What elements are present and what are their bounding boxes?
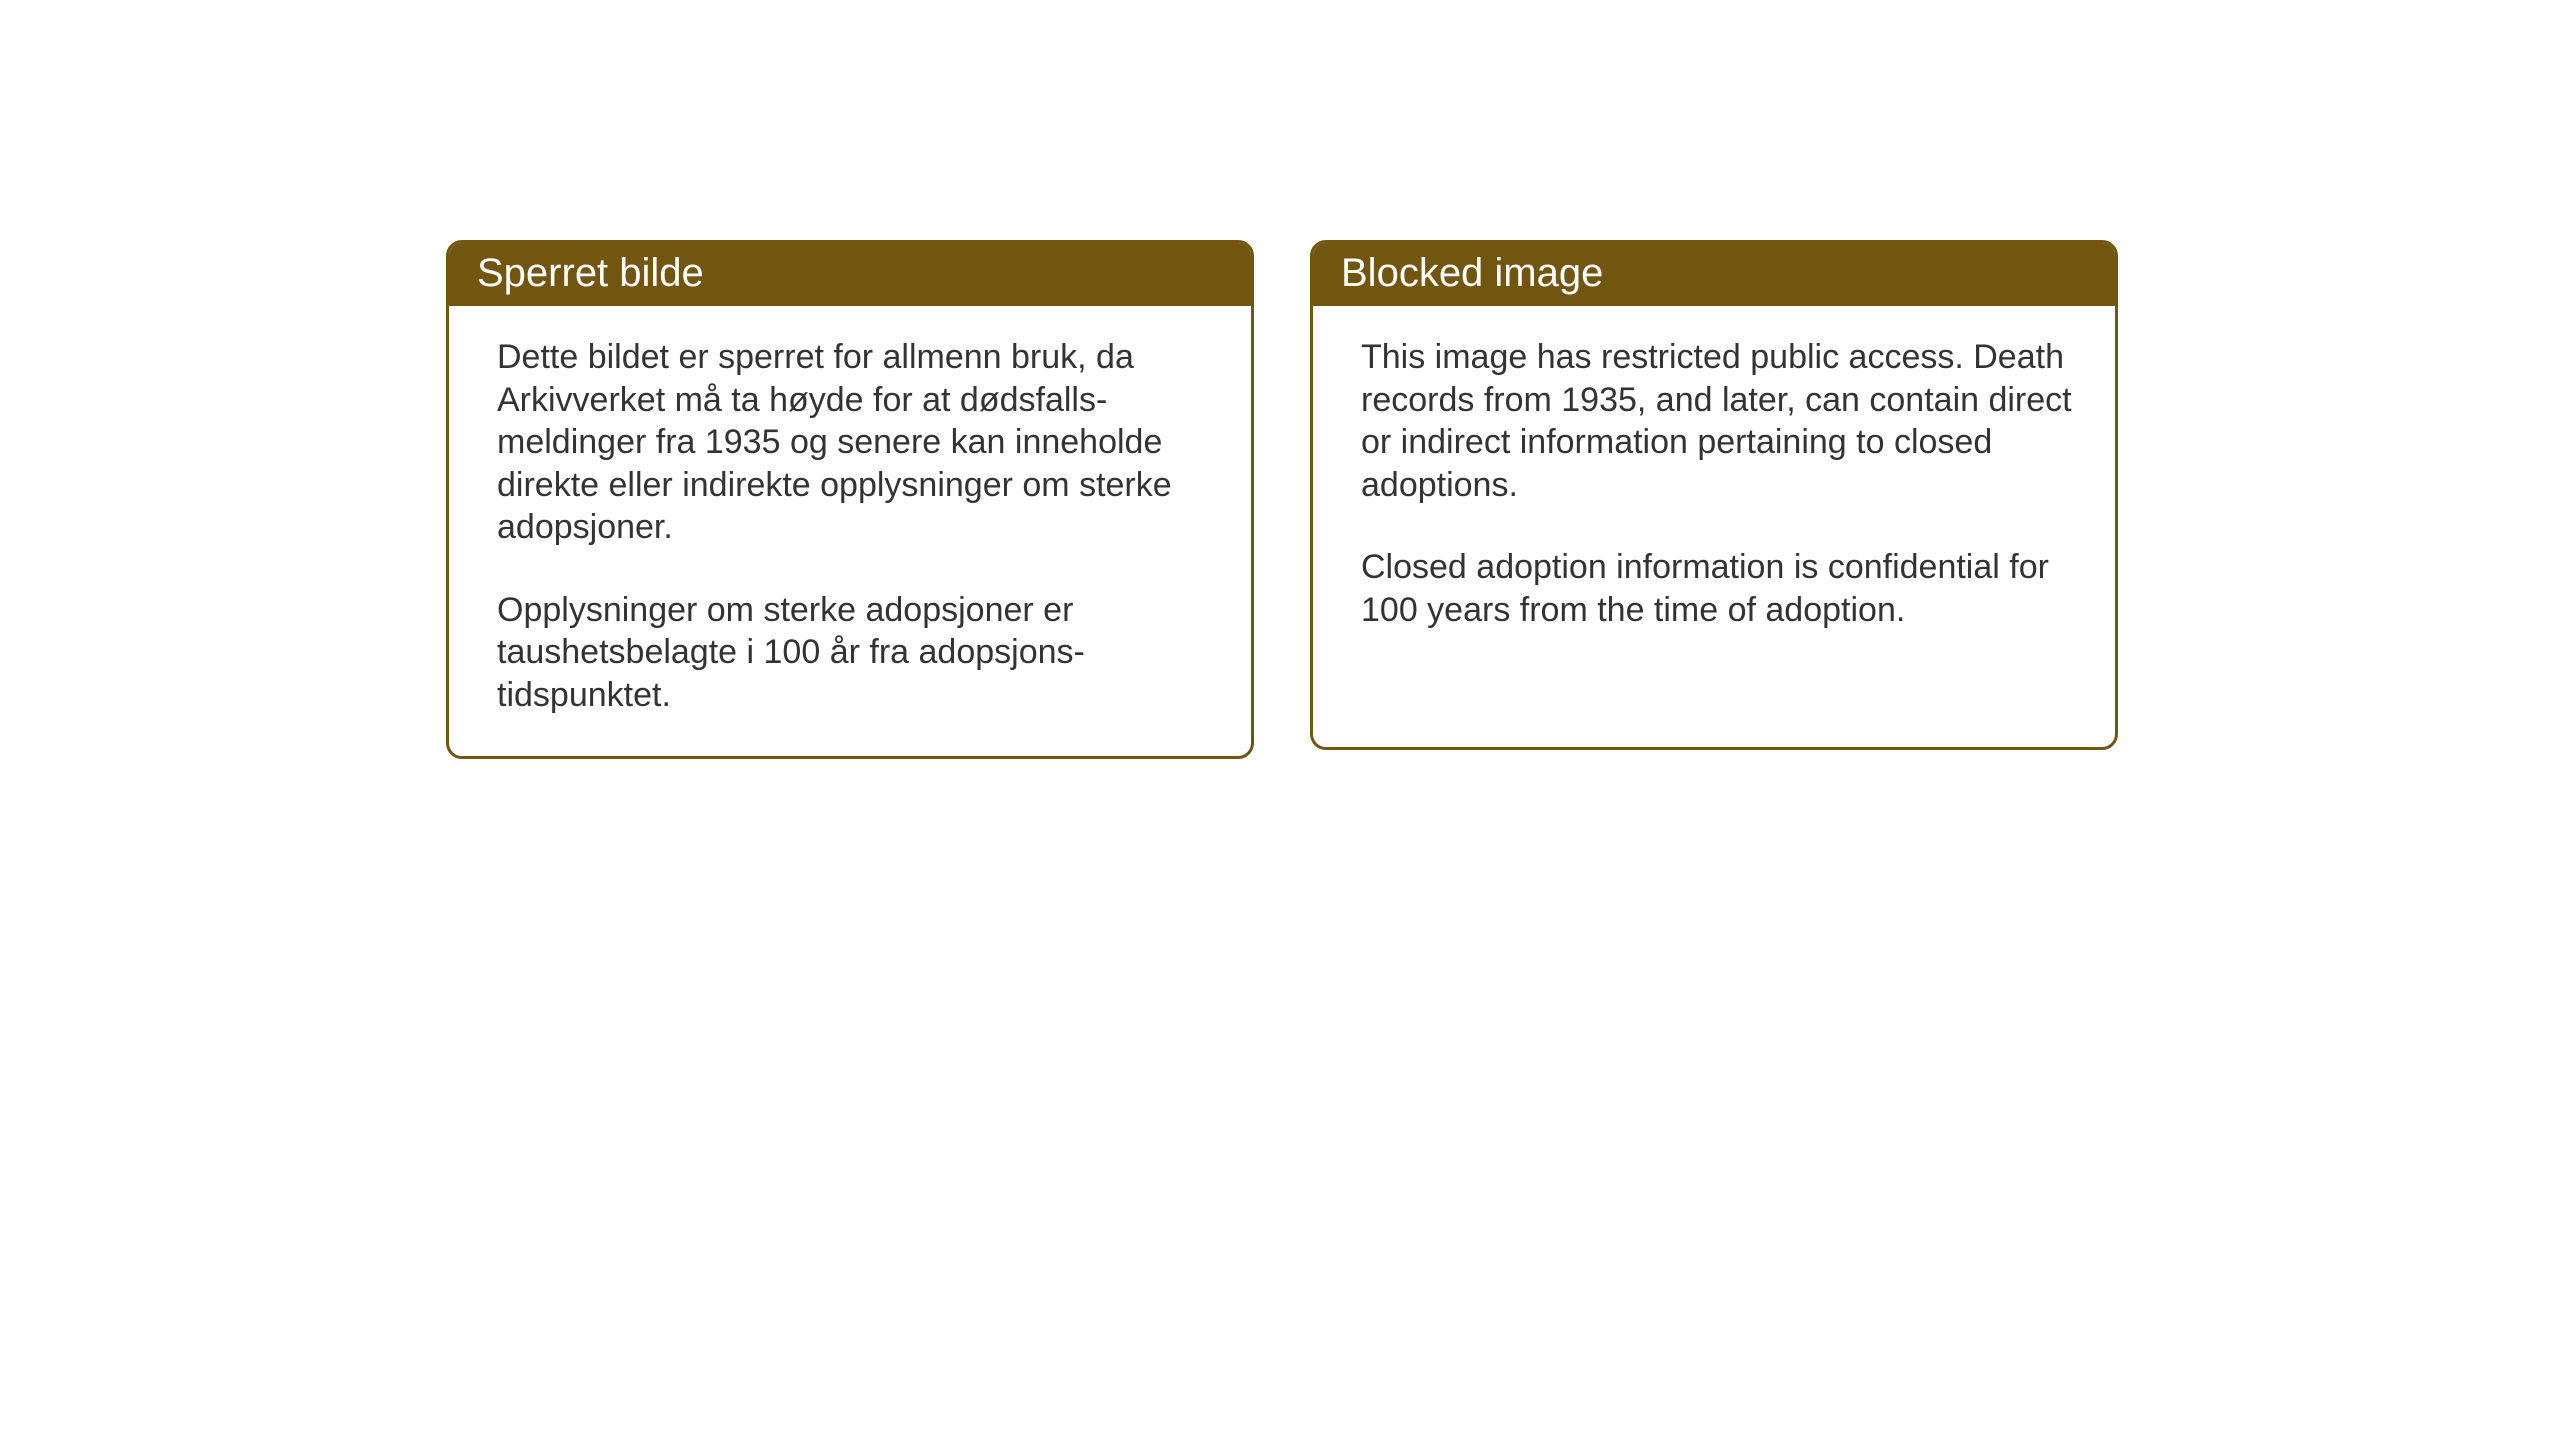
notice-card-english: Blocked image This image has restricted … bbox=[1310, 240, 2118, 750]
card-header-english: Blocked image bbox=[1313, 243, 2115, 306]
notice-cards-container: Sperret bilde Dette bildet er sperret fo… bbox=[446, 240, 2560, 759]
card-title-norwegian: Sperret bilde bbox=[477, 251, 704, 295]
card-body-english: This image has restricted public access.… bbox=[1313, 306, 2115, 671]
card-paragraph-norwegian-2: Opplysninger om sterke adopsjoner er tau… bbox=[497, 589, 1211, 717]
card-paragraph-english-2: Closed adoption information is confident… bbox=[1361, 546, 2075, 631]
card-body-norwegian: Dette bildet er sperret for allmenn bruk… bbox=[449, 306, 1251, 756]
card-paragraph-english-1: This image has restricted public access.… bbox=[1361, 336, 2075, 506]
card-title-english: Blocked image bbox=[1341, 251, 1603, 295]
card-paragraph-norwegian-1: Dette bildet er sperret for allmenn bruk… bbox=[497, 336, 1211, 549]
notice-card-norwegian: Sperret bilde Dette bildet er sperret fo… bbox=[446, 240, 1254, 759]
card-header-norwegian: Sperret bilde bbox=[449, 243, 1251, 306]
